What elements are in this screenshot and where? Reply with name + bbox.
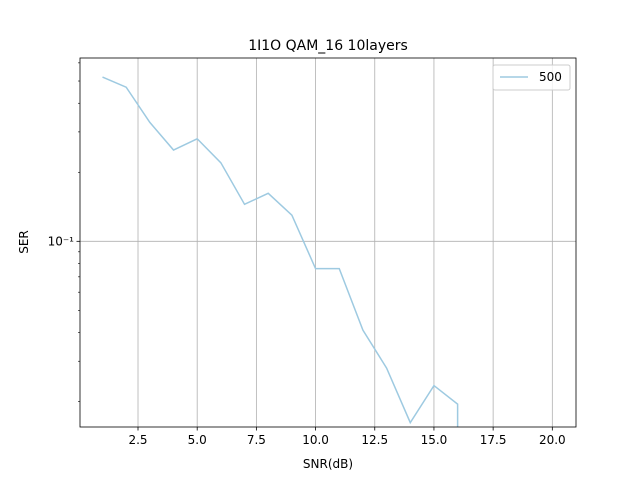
x-tick-label: 15.0	[421, 433, 448, 447]
y-axis-label: SER	[17, 230, 31, 254]
grid-lines	[80, 58, 576, 427]
chart-title: 1I1O QAM_16 10layers	[248, 38, 408, 54]
x-tick-label: 10.0	[302, 433, 329, 447]
x-tick-label: 7.5	[247, 433, 266, 447]
x-tick-label: 5.0	[188, 433, 207, 447]
axis-ticks: 2.5 5.0 7.5 10.0 12.5 15.0 17.5 20.0 10⁻¹	[48, 62, 566, 447]
plot-frame	[79, 57, 577, 428]
x-tick-label: 2.5	[128, 433, 147, 447]
legend-box	[492, 64, 571, 91]
y-tick-label: 10⁻¹	[48, 234, 75, 248]
x-tick-label: 12.5	[361, 433, 388, 447]
legend: 500	[492, 64, 571, 91]
series-line-500	[102, 76, 459, 427]
x-axis-label: SNR(dB)	[303, 457, 353, 471]
legend-label-500: 500	[539, 70, 562, 84]
x-tick-label: 17.5	[480, 433, 507, 447]
x-tick-label: 20.0	[539, 433, 566, 447]
